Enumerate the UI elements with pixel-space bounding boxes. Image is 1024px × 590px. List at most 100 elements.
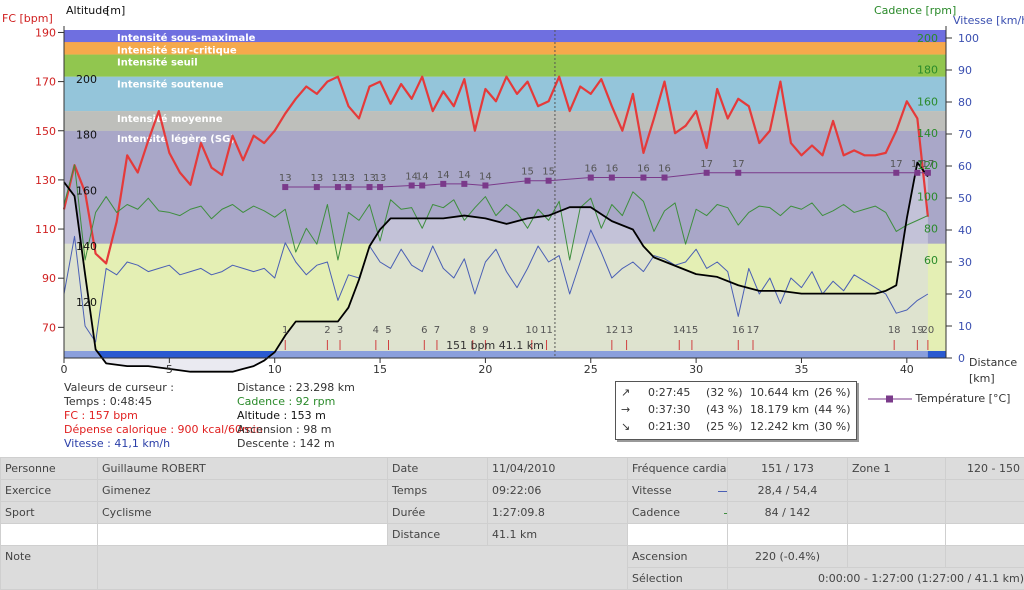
lap-label: 1 xyxy=(282,325,288,336)
temperature-point xyxy=(367,184,373,190)
personne-label: Personne xyxy=(1,458,98,480)
temperature-label: 17 xyxy=(732,159,745,170)
vitesse-tick-label: 10 xyxy=(958,320,972,333)
cursor-vitesse: Vitesse : 41,1 km/h xyxy=(64,437,263,451)
distance-axis-title: Distance xyxy=(969,356,1017,369)
temperature-label: 16 xyxy=(637,164,650,175)
exercice-label: Exercice xyxy=(1,480,98,502)
exercice-value[interactable]: Gimenez xyxy=(98,480,388,502)
altitude-tick-label: 140 xyxy=(76,240,97,253)
distance-value: 41.1 km xyxy=(488,524,628,546)
lap-label: 15 xyxy=(686,325,699,336)
temperature-point xyxy=(546,178,552,184)
slope-time: 0:27:45 xyxy=(648,386,690,399)
temperature-label: 17 xyxy=(890,159,903,170)
lap-label: 9 xyxy=(482,325,488,336)
zone-label: Intensité légère (SG) xyxy=(117,133,235,145)
temperature-label: 13 xyxy=(342,173,355,184)
cursor-ascension: Ascension : 98 m xyxy=(237,423,355,437)
lap-label: 13 xyxy=(620,325,633,336)
altitude-tick-label: 180 xyxy=(76,129,97,142)
x-tick-label: 5 xyxy=(166,363,173,375)
cadence-tick-label: 100 xyxy=(917,191,938,204)
lap-label: 16 xyxy=(732,325,745,336)
personne-value[interactable]: Guillaume ROBERT xyxy=(98,458,388,480)
fc-tick-label: 130 xyxy=(35,174,56,187)
vitesse-tick-label: 60 xyxy=(958,160,972,173)
slope-dist: 18.179 km xyxy=(750,403,809,416)
slope-dpct: (44 %) xyxy=(814,403,851,416)
vitesse-tick-label: 20 xyxy=(958,288,972,301)
distance-label: Distance xyxy=(388,524,488,546)
x-tick-label: 0 xyxy=(61,363,68,375)
cadence-tick-label: 60 xyxy=(924,254,938,267)
temperature-point xyxy=(482,182,488,188)
x-tick-label: 30 xyxy=(689,363,703,375)
x-tick-label: 20 xyxy=(478,363,492,375)
temperature-label: 17 xyxy=(700,159,713,170)
zone-value: 120 - 150 xyxy=(946,458,1024,480)
lap-label: 3 xyxy=(337,325,343,336)
temperature-point xyxy=(588,175,594,181)
temperature-point xyxy=(525,178,531,184)
vitesse-tick-label: 40 xyxy=(958,224,972,237)
lap-label: 20 xyxy=(922,325,935,336)
vitesse-tick-label: 70 xyxy=(958,128,972,141)
ascension-value: 220 (-0.4%) xyxy=(728,546,848,568)
slope-row-up: ↗ 0:27:45 (32 %) 10.644 km (26 %) xyxy=(616,386,856,402)
date-value[interactable]: 11/04/2010 xyxy=(488,458,628,480)
lap-label: 18 xyxy=(888,325,901,336)
fc-tick-label: 150 xyxy=(35,125,56,138)
temperature-label: 14 xyxy=(416,171,429,182)
temperature-point xyxy=(640,175,646,181)
temperature-point xyxy=(662,175,668,181)
x-tick-label: 10 xyxy=(268,363,282,375)
arrow-down-icon: ↘ xyxy=(621,420,630,433)
cadence-tick-label: 120 xyxy=(917,159,938,172)
cadence-axis-title: Cadence [rpm] xyxy=(874,4,956,17)
sport-value[interactable]: Cyclisme xyxy=(98,502,388,524)
lap-label: 6 xyxy=(421,325,427,336)
slope-pct: (25 %) xyxy=(706,420,743,433)
temperature-point xyxy=(735,170,741,176)
cursor-distance: Distance : 23.298 km xyxy=(237,381,355,395)
temperature-label: 14 xyxy=(479,171,492,182)
slope-pct: (43 %) xyxy=(706,403,743,416)
vitesse-tick-label: 80 xyxy=(958,96,972,109)
zone-label: Intensité sous-maximale xyxy=(117,32,256,44)
temperature-label: 14 xyxy=(437,170,450,181)
cursor-title: Valeurs de curseur : xyxy=(64,381,263,395)
zone-label: Intensité soutenue xyxy=(117,79,224,91)
note-field[interactable] xyxy=(98,546,628,590)
x-tick-label: 35 xyxy=(794,363,808,375)
temperature-label: 15 xyxy=(542,167,555,178)
cadence-value: 84 / 142 xyxy=(728,502,848,524)
temperature-point xyxy=(335,184,341,190)
vitesse-axis-title: Vitesse [km/h] xyxy=(953,14,1024,27)
temperature-label: 16 xyxy=(658,164,671,175)
cadence-tick-label: 180 xyxy=(917,64,938,77)
cadence-label: Cadence xyxy=(628,502,728,524)
temperature-legend-label: Température [°C] xyxy=(916,392,1011,405)
cursor-label: 151 bpm 41.1 km xyxy=(446,339,544,352)
slope-dist: 12.242 km xyxy=(750,420,809,433)
cadence-tick-label: 140 xyxy=(917,127,938,140)
lap-label: 12 xyxy=(605,325,618,336)
fc-tick-label: 70 xyxy=(42,321,56,334)
note-label: Note xyxy=(1,546,98,590)
date-label: Date xyxy=(388,458,488,480)
altitude-tick-label: 200 xyxy=(76,73,97,86)
temperature-legend: Température [°C] xyxy=(868,392,1010,405)
temps-value[interactable]: 09:22:06 xyxy=(488,480,628,502)
temperature-legend-swatch xyxy=(868,394,912,404)
temperature-point xyxy=(704,170,710,176)
cadence-tick-label: 200 xyxy=(917,32,938,45)
table-row: Note Ascension 220 (-0.4%) xyxy=(1,546,1024,568)
table-row: Personne Guillaume ROBERT Date 11/04/201… xyxy=(1,458,1024,480)
slope-time: 0:37:30 xyxy=(648,403,690,416)
session-info-table: Personne Guillaume ROBERT Date 11/04/201… xyxy=(0,457,1024,590)
temperature-point xyxy=(609,175,615,181)
vitesse-tick-label: 50 xyxy=(958,192,972,205)
lap-label: 10 xyxy=(525,325,538,336)
